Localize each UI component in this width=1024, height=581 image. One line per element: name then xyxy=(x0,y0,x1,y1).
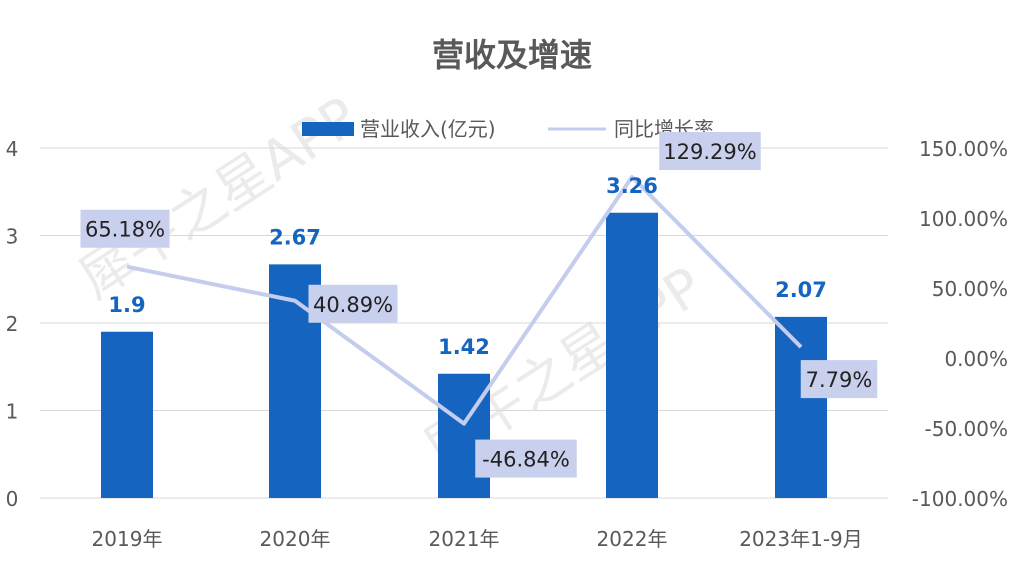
growth-label-box xyxy=(308,284,398,323)
right-tick-label: 0.00% xyxy=(944,347,1008,371)
left-tick-label: 0 xyxy=(6,487,19,511)
x-tick-label: 2021年 xyxy=(429,527,500,551)
bar xyxy=(606,212,658,498)
right-tick-label: 150.00% xyxy=(919,137,1008,161)
left-tick-label: 2 xyxy=(6,312,19,336)
x-tick-label: 2022年 xyxy=(597,527,668,551)
bar xyxy=(775,316,827,498)
x-tick-label: 2020年 xyxy=(260,527,331,551)
left-tick-label: 4 xyxy=(6,137,19,161)
right-axis: -100.00% -50.00% 0.00% 50.00% 100.00% 150.00% xyxy=(912,137,1008,511)
bar-data-label: 1.42 xyxy=(438,335,490,359)
growth-data-label: -46.84% xyxy=(482,448,570,472)
growth-data-label: 129.29% xyxy=(663,140,756,164)
x-axis: 2019年 2020年 2021年 2022年 2023年1-9月 xyxy=(92,527,863,551)
right-tick-label: -50.00% xyxy=(925,417,1008,441)
legend: 营业收入(亿元) 同比增长率 xyxy=(302,117,714,141)
left-tick-label: 1 xyxy=(6,400,19,424)
left-axis: 0 1 2 3 4 xyxy=(6,137,19,511)
growth-data-label: 65.18% xyxy=(85,218,165,242)
right-tick-label: -100.00% xyxy=(912,487,1008,511)
growth-label-box xyxy=(80,209,170,248)
left-tick-label: 3 xyxy=(6,225,19,249)
legend-bar-label: 营业收入(亿元) xyxy=(360,117,496,141)
growth-label-box xyxy=(800,360,878,399)
chart-title: 营收及增速 xyxy=(432,36,592,74)
growth-line xyxy=(126,174,803,426)
bar xyxy=(101,331,153,498)
right-tick-label: 50.00% xyxy=(932,277,1008,301)
bar xyxy=(438,373,490,498)
growth-data-label: 7.79% xyxy=(806,368,873,392)
x-tick-label: 2023年1-9月 xyxy=(739,527,863,551)
growth-label-box xyxy=(659,131,761,170)
watermark: 犀牛之星APP xyxy=(68,85,369,311)
legend-bar-swatch xyxy=(302,122,354,136)
bar-data-label: 3.26 xyxy=(606,174,658,198)
growth-line-path xyxy=(126,174,803,426)
bar-data-label: 1.9 xyxy=(108,293,145,317)
bar-data-label: 2.07 xyxy=(775,278,827,302)
growth-label-box xyxy=(475,439,577,478)
x-tick-label: 2019年 xyxy=(92,527,163,551)
growth-labels: 65.18% 40.89% -46.84% 129.29% 7.79% xyxy=(80,131,878,478)
bar-data-label: 2.67 xyxy=(269,225,321,249)
right-tick-label: 100.00% xyxy=(919,207,1008,231)
bars xyxy=(101,212,827,498)
growth-data-label: 40.89% xyxy=(313,293,393,317)
bar-labels: 1.9 2.67 1.42 3.26 2.07 xyxy=(108,174,827,359)
